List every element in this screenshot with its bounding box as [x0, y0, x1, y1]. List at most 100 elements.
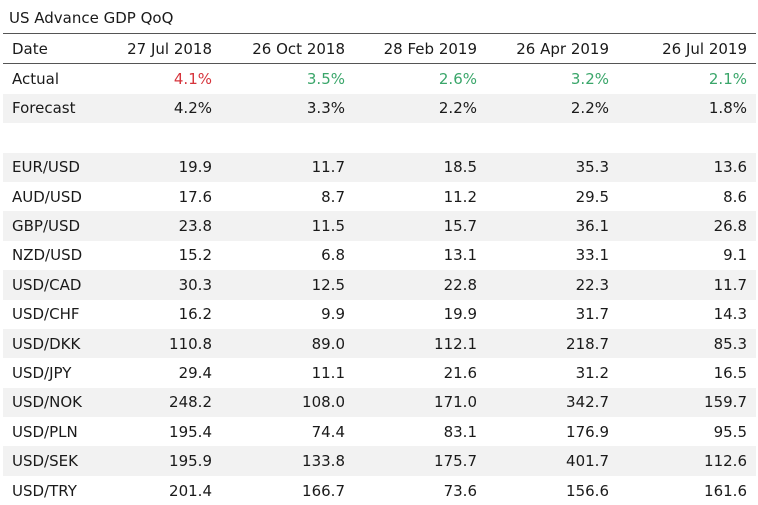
table-cell: 74.4 [311, 422, 345, 441]
table-row: USD/CHF 16.2 9.9 19.9 31.7 14.3 [3, 299, 756, 329]
table-cell: 19.9 [443, 305, 477, 324]
table-cell: 11.2 [443, 187, 477, 206]
table-cell [104, 123, 221, 152]
table-cell: 6.8 [321, 246, 345, 265]
table-cell: 16.2 [178, 305, 212, 324]
table-row: USD/TRY 201.4 166.7 73.6 156.6 161.6 [3, 475, 756, 505]
table-cell: 9.9 [321, 305, 345, 324]
table-cell: 30.3 [178, 275, 212, 294]
table-cell: 156.6 [566, 481, 609, 500]
table-cell: 2.6% [438, 70, 477, 89]
table-row: Forecast 4.2% 3.3% 2.2% 2.2% 1.8% [3, 93, 756, 124]
column-header: 26 Oct 2018 [252, 39, 345, 58]
table-cell: 22.8 [443, 275, 477, 294]
table-cell: 201.4 [169, 481, 212, 500]
row-label [3, 123, 104, 152]
table-cell: 13.1 [443, 246, 477, 265]
table-cell: 2.1% [708, 70, 747, 89]
table-cell: 89.0 [311, 334, 345, 353]
data-table: Date 27 Jul 2018 26 Oct 2018 28 Feb 2019… [3, 33, 756, 505]
table-cell: 159.7 [704, 393, 747, 412]
column-header: 27 Jul 2018 [127, 39, 212, 58]
table-cell: 248.2 [169, 393, 212, 412]
table-cell: 14.3 [713, 305, 747, 324]
row-label: USD/JPY [12, 363, 72, 382]
table-cell: 18.5 [443, 158, 477, 177]
table-cell: 13.6 [713, 158, 747, 177]
table-cell [354, 123, 486, 152]
row-label: USD/DKK [12, 334, 81, 353]
table-row: USD/PLN 195.4 74.4 83.1 176.9 95.5 [3, 417, 756, 447]
table-cell: 15.7 [443, 217, 477, 236]
table-cell: 12.5 [311, 275, 345, 294]
table-row: AUD/USD 17.6 8.7 11.2 29.5 8.6 [3, 181, 756, 212]
row-label: USD/CAD [12, 275, 82, 294]
table-title: US Advance GDP QoQ [9, 9, 174, 27]
table-cell: 112.1 [434, 334, 477, 353]
table-cell: 22.3 [575, 275, 609, 294]
table-cell: 8.6 [723, 187, 747, 206]
row-label: USD/TRY [12, 481, 77, 500]
table-row: EUR/USD 19.9 11.7 18.5 35.3 13.6 [3, 152, 756, 182]
table-cell: 31.7 [575, 305, 609, 324]
column-header: Date [12, 39, 48, 58]
table-cell: 83.1 [443, 422, 477, 441]
table-cell: 195.9 [169, 452, 212, 471]
table-cell: 11.1 [311, 363, 345, 382]
table-cell: 3.2% [570, 70, 609, 89]
table-row: USD/CAD 30.3 12.5 22.8 22.3 11.7 [3, 270, 756, 300]
table-cell [618, 123, 756, 152]
table-row: USD/NOK 248.2 108.0 171.0 342.7 159.7 [3, 387, 756, 418]
table-cell: 2.2% [570, 99, 609, 118]
table-row: USD/DKK 110.8 89.0 112.1 218.7 85.3 [3, 328, 756, 359]
row-label: AUD/USD [12, 187, 82, 206]
table-cell: 11.7 [713, 275, 747, 294]
table-cell: 8.7 [321, 187, 345, 206]
table-cell: 4.2% [173, 99, 212, 118]
row-label: USD/SEK [12, 452, 78, 471]
table-row: Actual 4.1% 3.5% 2.6% 3.2% 2.1% [3, 63, 756, 94]
table-row [3, 123, 756, 153]
table-cell: 171.0 [434, 393, 477, 412]
table-cell: 29.5 [575, 187, 609, 206]
table-cell: 133.8 [302, 452, 345, 471]
table-row: NZD/USD 15.2 6.8 13.1 33.1 9.1 [3, 240, 756, 271]
row-label: GBP/USD [12, 217, 81, 236]
table-cell: 11.5 [311, 217, 345, 236]
row-label: USD/NOK [12, 393, 82, 412]
table-body: Actual 4.1% 3.5% 2.6% 3.2% 2.1% Forecast 4.2% 3.… [3, 63, 756, 505]
table-cell: 85.3 [713, 334, 747, 353]
table-cell: 9.1 [723, 246, 747, 265]
table-row: GBP/USD 23.8 11.5 15.7 36.1 26.8 [3, 211, 756, 241]
table-cell: 2.2% [438, 99, 477, 118]
table-cell: 31.2 [575, 363, 609, 382]
table-cell: 26.8 [713, 217, 747, 236]
row-label: EUR/USD [12, 158, 80, 177]
table-row: USD/JPY 29.4 11.1 21.6 31.2 16.5 [3, 358, 756, 388]
table-cell: 33.1 [575, 246, 609, 265]
table-cell: 1.8% [708, 99, 747, 118]
table-cell: 4.1% [173, 70, 212, 89]
column-header: 26 Apr 2019 [516, 39, 609, 58]
table-cell: 108.0 [302, 393, 345, 412]
table-cell: 166.7 [302, 481, 345, 500]
table-cell [221, 123, 354, 152]
table-cell: 161.6 [704, 481, 747, 500]
table-cell: 3.5% [306, 70, 345, 89]
table-cell: 29.4 [178, 363, 212, 382]
table-cell: 17.6 [178, 187, 212, 206]
table-cell: 73.6 [443, 481, 477, 500]
table-cell: 176.9 [566, 422, 609, 441]
table-cell: 36.1 [575, 217, 609, 236]
table-cell: 15.2 [178, 246, 212, 265]
table-cell: 95.5 [713, 422, 747, 441]
row-label: NZD/USD [12, 246, 83, 265]
table-cell: 16.5 [713, 363, 747, 382]
column-header: 26 Jul 2019 [662, 39, 747, 58]
table-cell: 112.6 [704, 452, 747, 471]
row-label: USD/CHF [12, 305, 80, 324]
row-label: USD/PLN [12, 422, 78, 441]
header-row: Date 27 Jul 2018 26 Oct 2018 28 Feb 2019… [3, 33, 756, 64]
table-cell: 110.8 [169, 334, 212, 353]
